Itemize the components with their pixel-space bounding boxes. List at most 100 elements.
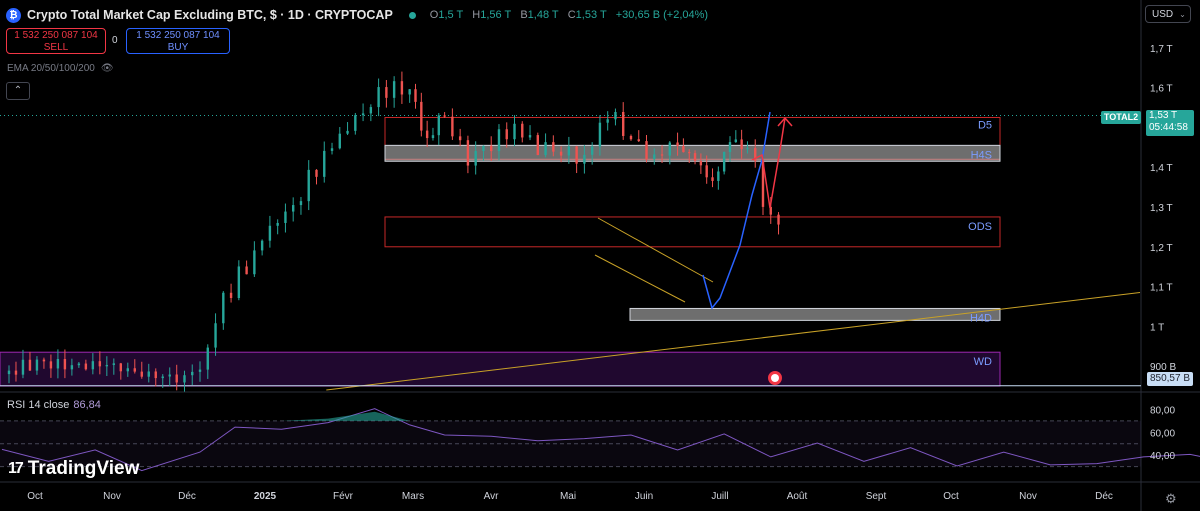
collapse-legend-button[interactable]: ⌃ — [6, 82, 30, 100]
current-price-value: 1,53 T — [1149, 110, 1178, 121]
candle-body — [575, 146, 578, 164]
candle-body — [98, 361, 102, 367]
candle-body — [354, 115, 357, 131]
candle-body — [637, 139, 640, 142]
price-tick-label: 1,1 T — [1150, 283, 1173, 294]
candle-body — [676, 142, 679, 147]
candle-body — [77, 363, 81, 366]
candle-body — [291, 205, 295, 212]
candle-body — [21, 359, 25, 375]
candle-body — [112, 363, 116, 365]
time-tick-label: Mars — [402, 491, 424, 502]
candle-body — [567, 146, 571, 156]
projection-path-red — [751, 117, 786, 209]
flag-marker-inner — [771, 374, 779, 382]
current-price-label: 1,53 T 05:44:58 — [1146, 110, 1194, 136]
time-tick-label: Sept — [866, 491, 887, 502]
buy-button[interactable]: 1 532 250 087 104 BUY — [126, 28, 230, 54]
tradingview-logo[interactable]: 17 TradingView — [8, 458, 139, 480]
candle-body — [161, 376, 164, 379]
candle-body — [284, 211, 287, 223]
channel-lower — [594, 254, 686, 303]
candle-body — [338, 133, 341, 149]
candle-body — [746, 148, 749, 150]
candle-body — [392, 81, 396, 98]
zone-h4s — [384, 144, 1001, 162]
candle-body — [245, 266, 248, 275]
price-tick-label: 1 T — [1150, 322, 1164, 333]
price-tick-label: 1,4 T — [1150, 163, 1173, 174]
arrow-head-icon — [777, 116, 793, 127]
time-tick-label: Nov — [103, 491, 121, 502]
candle-body — [777, 214, 780, 225]
time-tick-label: Oct — [943, 491, 959, 502]
bar-countdown: 05:44:58 — [1149, 122, 1188, 133]
candle-body — [629, 135, 633, 140]
candle-body — [482, 145, 485, 152]
candle-body — [722, 151, 726, 172]
candle-body — [688, 152, 691, 154]
candle-body — [323, 150, 326, 177]
candle-body — [717, 171, 720, 181]
candle-body — [451, 116, 454, 137]
rsi-label: RSI 14 close — [7, 399, 70, 411]
candle-body — [63, 358, 67, 370]
candle-body — [740, 139, 743, 150]
symbol-title[interactable]: Crypto Total Market Cap Excluding BTC, $… — [27, 8, 393, 22]
candle-body — [14, 370, 18, 375]
rsi-band-fill — [0, 420, 1141, 467]
sell-price: 1 532 250 087 104 — [14, 30, 98, 41]
candle-body — [598, 122, 602, 147]
eye-icon[interactable]: 👁 — [100, 63, 114, 74]
horizontal-line-price-label: 850,57 B — [1147, 372, 1193, 386]
symbol-price-tag: TOTAL2 — [1101, 111, 1141, 124]
candle-body — [769, 206, 772, 215]
candle-body — [330, 148, 334, 151]
zone-label-h4s: H4S — [971, 149, 992, 161]
candle-body — [183, 375, 186, 383]
candle-body — [206, 347, 209, 370]
time-tick-label: Déc — [178, 491, 196, 502]
zone-h4d — [629, 307, 1001, 321]
gear-icon[interactable]: ⚙ — [1165, 491, 1177, 506]
candle-body — [346, 130, 349, 134]
candle-body — [7, 370, 11, 375]
candle-body — [229, 292, 233, 298]
currency-selector[interactable]: USD ⌄ — [1145, 5, 1191, 23]
ema-indicator-legend[interactable]: EMA 20/50/100/200 👁 — [7, 63, 114, 74]
zone-label-wd: WD — [974, 356, 992, 368]
candle-body — [705, 165, 708, 178]
candle-body — [682, 146, 685, 153]
candle-body — [198, 369, 202, 372]
candle-body — [443, 115, 446, 117]
time-tick-label: Avr — [484, 491, 499, 502]
candle-body — [28, 359, 32, 371]
candle-body — [474, 151, 477, 166]
candle-body — [552, 142, 555, 152]
buy-label: BUY — [167, 42, 189, 53]
candle-body — [606, 119, 609, 123]
channel-upper — [597, 217, 714, 283]
candle-body — [660, 154, 664, 156]
candle-body — [119, 363, 123, 372]
candle-body — [377, 87, 380, 108]
candle-body — [126, 368, 129, 372]
candle-body — [299, 201, 303, 206]
candle-body — [693, 153, 697, 162]
zone-label-ods: ODS — [968, 221, 992, 233]
candle-body — [622, 111, 625, 136]
rsi-tick-label: 80,00 — [1150, 405, 1175, 416]
candle-body — [105, 364, 109, 367]
price-tick-label: 900 B — [1150, 362, 1176, 373]
candle-body — [49, 361, 53, 369]
sell-button[interactable]: 1 532 250 087 104 SELL — [6, 28, 106, 54]
candle-body — [754, 148, 757, 162]
chart-header: ₿ Crypto Total Market Cap Excluding BTC,… — [6, 6, 714, 24]
candle-body — [414, 89, 417, 102]
rsi-legend[interactable]: RSI 14 close 86,84 — [7, 399, 101, 411]
candle-body — [734, 139, 738, 143]
rsi-overbought-fill — [281, 411, 410, 421]
candle-body — [425, 130, 429, 139]
